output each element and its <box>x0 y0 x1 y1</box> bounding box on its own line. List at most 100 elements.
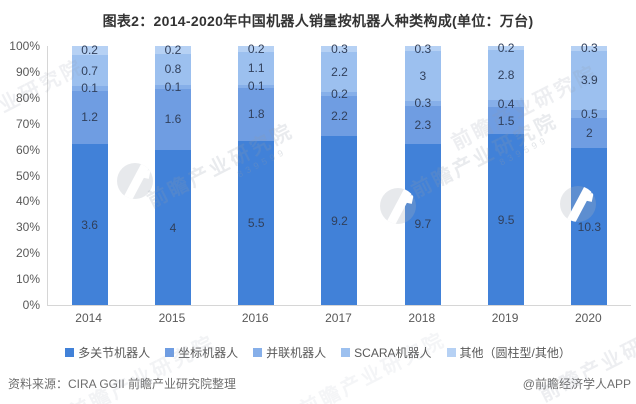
segment-value-label: 0.2 <box>497 40 515 55</box>
y-axis-tick-label: 40% <box>15 194 40 209</box>
x-axis-label: 2017 <box>325 311 352 325</box>
segment-value-label: 2.3 <box>414 117 432 132</box>
bar-2020: 10.3 2 0.5 3.9 0.3 <box>548 42 631 305</box>
x-axis-label: 2020 <box>574 311 602 325</box>
brand-note: @前瞻经济学人APP <box>522 377 631 391</box>
bar-2018: 9.7 2.3 0.3 3 0.3 <box>381 43 464 305</box>
segment-value-label: 0.4 <box>497 96 515 111</box>
segment-value-label: 1.2 <box>81 110 98 125</box>
legend-label: 多关节机器人 <box>78 346 151 360</box>
bar-2016: 5.5 1.8 0.1 1.1 0.2 <box>215 43 298 305</box>
plot-area: 3.6 1.2 0.1 0.7 0.2 4 1.6 0.1 0.8 0.2 5.5 1.8 0.1 1.1… <box>47 41 631 306</box>
segment-value-label: 9.5 <box>497 212 515 227</box>
bar-segment: 0.7 <box>71 54 108 87</box>
segment-value-label: 2.2 <box>331 64 348 79</box>
bar-segment: 0.1 <box>71 82 108 94</box>
bar-segment: 2.2 <box>321 95 358 137</box>
y-axis-tick-label: 70% <box>15 116 40 131</box>
segment-value-label: 0.5 <box>581 106 598 121</box>
stacked-bar: 9.5 1.5 0.4 2.8 0.2 <box>488 42 525 305</box>
bar-segment: 1.8 <box>238 87 275 142</box>
bar-segment: 0.1 <box>154 81 191 93</box>
segment-value-label: 0.8 <box>164 62 182 77</box>
legend-swatch <box>165 348 175 357</box>
segment-value-label: 0.2 <box>331 86 348 101</box>
segment-value-label: 4 <box>169 220 177 235</box>
y-axis-tick-label: 20% <box>15 246 40 261</box>
bar-2015: 4 1.6 0.1 0.8 0.2 <box>131 42 214 305</box>
segment-value-label: 5.5 <box>247 216 265 231</box>
segment-value-label: 1.6 <box>164 112 182 127</box>
segment-value-label: 0.1 <box>164 79 182 94</box>
bar-segment: 9.2 <box>321 136 358 305</box>
y-axis-tick-label: 60% <box>15 142 40 157</box>
bar-2019: 9.5 1.5 0.4 2.8 0.2 <box>464 42 547 305</box>
stacked-bar: 4 1.6 0.1 0.8 0.2 <box>154 42 191 305</box>
bar-segment: 0.5 <box>571 106 608 121</box>
bar-segment: 9.5 <box>488 134 525 305</box>
watermark-text: 前瞻产业研究院 <box>66 331 220 404</box>
legend-swatch <box>341 348 351 357</box>
bar-segment: 9.7 <box>404 143 441 305</box>
stacked-bar: 5.5 1.8 0.1 1.1 0.2 <box>238 43 275 305</box>
bar-segment: 0.1 <box>238 80 275 92</box>
bar-segment: 2.3 <box>404 105 441 144</box>
segment-value-label: 0.2 <box>81 43 98 58</box>
bar-segment: 0.3 <box>571 42 608 54</box>
bar-segment: 0.3 <box>404 43 441 55</box>
segment-value-label: 10.3 <box>577 219 602 234</box>
chart-title: 图表2：2014-2020年中国机器人销量按机器人种类构成(单位：万台) <box>102 13 534 29</box>
bar-segment: 0.2 <box>154 42 191 57</box>
segment-value-label: 0.2 <box>164 42 182 57</box>
y-axis-tick-label: 10% <box>15 272 40 287</box>
legend-item: 其他（圆柱型/其他） <box>446 344 571 361</box>
legend-label: 其他（圆柱型/其他） <box>459 346 571 360</box>
y-axis: 100% 90% 80% 70% 60% 50% 40% 30% 20% 10% 0% <box>0 39 40 312</box>
bar-segment: 0.2 <box>321 88 358 100</box>
segment-value-label: 0.7 <box>81 63 98 78</box>
stacked-bar: 10.3 2 0.5 3.9 0.3 <box>571 42 608 305</box>
watermark-text: 前瞻产业研究院 <box>296 328 450 404</box>
bar-segment: 1.1 <box>238 51 275 85</box>
y-axis-tick-label: 50% <box>15 168 40 183</box>
legend-swatch <box>65 348 75 357</box>
y-axis-tick-label: 80% <box>15 90 40 105</box>
y-axis-tick-label: 90% <box>15 64 40 79</box>
segment-value-label: 0.1 <box>81 81 98 96</box>
legend-item: 坐标机器人 <box>165 344 238 361</box>
bar-2017: 9.2 2.2 0.2 2.2 0.3 <box>298 41 381 305</box>
y-axis-tick-label: 100% <box>9 39 40 53</box>
bar-segment: 0.8 <box>154 53 191 85</box>
x-axis-label: 2016 <box>241 311 269 325</box>
segment-value-label: 0.3 <box>414 41 432 56</box>
segment-value-label: 0.3 <box>331 41 348 56</box>
segment-value-label: 2 <box>586 125 593 140</box>
segment-value-label: 1.1 <box>247 61 265 76</box>
bar-segment: 0.4 <box>488 96 525 111</box>
bar-segment: 0.3 <box>321 41 358 56</box>
bar-segment: 2.2 <box>321 51 358 92</box>
bar-segment: 0.2 <box>488 42 525 54</box>
bar-segment: 0.2 <box>238 43 275 55</box>
segment-value-label: 3.6 <box>81 217 98 232</box>
stacked-bar: 9.2 2.2 0.2 2.2 0.3 <box>321 41 358 305</box>
segment-value-label: 1.5 <box>497 113 515 128</box>
bar-segment: 4 <box>154 150 191 305</box>
bar-segment: 0.2 <box>71 43 108 58</box>
segment-value-label: 2.8 <box>497 67 515 82</box>
legend-label: 并联机器人 <box>266 346 327 360</box>
segment-value-label: 1.8 <box>247 107 265 122</box>
legend: 多关节机器人 坐标机器人 并联机器人 SCARA机器人 其他（圆柱型/其他） <box>0 344 636 361</box>
legend-item: 多关节机器人 <box>65 344 150 361</box>
segment-value-label: 9.2 <box>331 213 348 228</box>
bar-segment: 10.3 <box>571 148 608 305</box>
bar-segment: 3 <box>404 51 441 101</box>
y-axis-tick-label: 30% <box>15 220 40 235</box>
segment-value-label: 0.3 <box>414 96 432 111</box>
bar-segment: 2.8 <box>488 49 525 100</box>
legend-label: SCARA机器人 <box>354 346 432 360</box>
source-note: 资料来源：CIRA GGII 前瞻产业研究院整理 <box>8 377 237 391</box>
bar-segment: 3.6 <box>71 144 108 305</box>
segment-value-label: 0.3 <box>581 41 598 56</box>
